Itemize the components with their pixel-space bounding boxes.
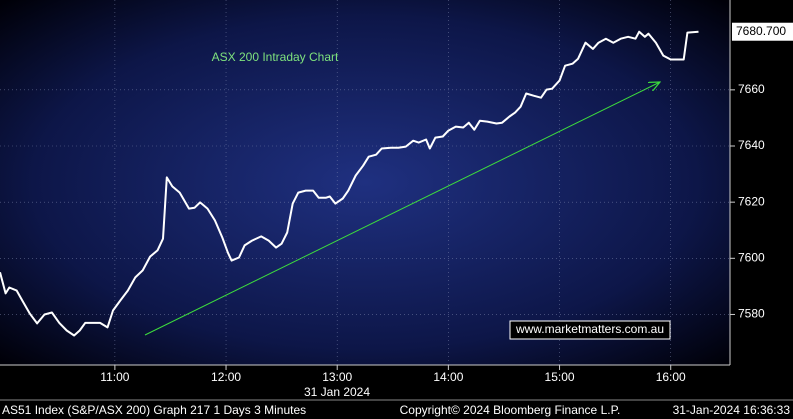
chart-title: ASX 200 Intraday Chart	[212, 50, 339, 64]
x-tick-label: 11:00	[100, 370, 129, 384]
y-tick-label: 7620	[738, 194, 765, 208]
x-tick-label: 15:00	[545, 370, 575, 384]
footer-right: 31-Jan-2024 16:36:33	[673, 403, 791, 417]
x-tick-label: 12:00	[211, 370, 241, 384]
price-line	[0, 30, 699, 337]
footer-left: AS51 Index (S&P/ASX 200) Graph 217 1 Day…	[2, 403, 306, 417]
annotation: www.marketmatters.com.au	[515, 322, 664, 336]
last-value-label: 7680.700	[736, 24, 786, 38]
x-tick-label: 13:00	[322, 370, 352, 384]
y-tick-label: 7660	[738, 82, 765, 96]
annotation-box	[509, 320, 671, 340]
x-tick-label: 14:00	[433, 370, 463, 384]
date-label: 31 Jan 2024	[304, 385, 370, 399]
plot-area	[0, 0, 730, 365]
y-tick-label: 7640	[738, 138, 765, 152]
y-tick-label: 7580	[738, 307, 765, 321]
x-tick-label: 16:00	[656, 370, 686, 384]
y-tick-label: 7600	[738, 250, 765, 264]
footer-center: Copyright© 2024 Bloomberg Finance L.P.	[400, 403, 621, 417]
last-value-box	[732, 22, 793, 41]
trend-arrow	[144, 82, 660, 336]
